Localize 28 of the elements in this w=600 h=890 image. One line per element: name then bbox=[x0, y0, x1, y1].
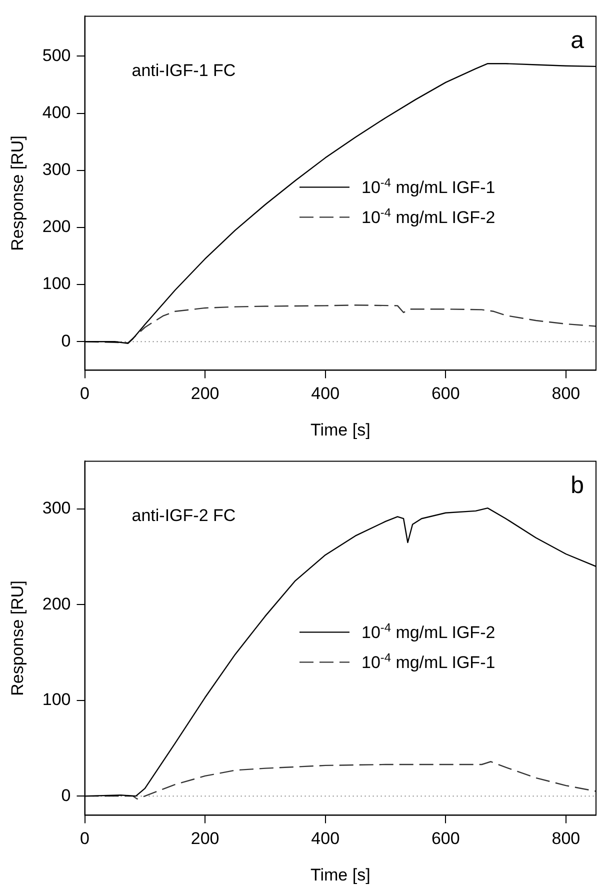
annotation: b bbox=[570, 472, 584, 500]
y-tick-label: 0 bbox=[61, 331, 71, 350]
x-tick-label: 400 bbox=[311, 829, 340, 848]
y-axis-title: Response [RU] bbox=[8, 580, 27, 696]
annotation: anti-IGF-2 FC bbox=[132, 506, 236, 526]
annotation: a bbox=[570, 27, 585, 54]
x-tick-label: 0 bbox=[80, 829, 90, 848]
y-tick-label: 300 bbox=[42, 498, 71, 518]
x-tick-label: 800 bbox=[552, 384, 580, 404]
x-tick-label: 800 bbox=[552, 829, 580, 848]
x-axis-title: Time [s] bbox=[310, 420, 370, 440]
x-tick-label: 400 bbox=[311, 384, 340, 404]
y-tick-label: 400 bbox=[42, 102, 71, 122]
x-tick-label: 0 bbox=[80, 384, 90, 404]
x-axis-title: Time [s] bbox=[310, 865, 370, 884]
x-tick-label: 600 bbox=[431, 384, 460, 404]
y-tick-label: 100 bbox=[42, 274, 71, 294]
y-tick-label: 200 bbox=[42, 217, 71, 236]
y-tick-label: 200 bbox=[42, 594, 71, 614]
x-tick-label: 200 bbox=[190, 829, 220, 848]
y-axis-title: Response [RU] bbox=[8, 136, 27, 251]
y-tick-label: 100 bbox=[42, 690, 71, 710]
x-tick-label: 600 bbox=[431, 829, 460, 848]
y-tick-label: 0 bbox=[61, 786, 71, 805]
annotation: anti-IGF-1 FC bbox=[132, 61, 236, 80]
y-tick-label: 500 bbox=[42, 46, 71, 65]
y-tick-label: 300 bbox=[42, 160, 71, 180]
x-tick-label: 200 bbox=[190, 384, 220, 404]
